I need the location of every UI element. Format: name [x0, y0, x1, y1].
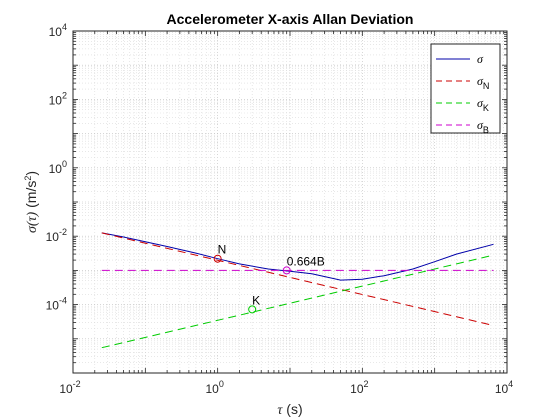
grid	[72, 31, 507, 374]
y-axis-symbol: σ(τ)	[25, 211, 40, 233]
legend-label: σ	[477, 52, 484, 66]
y-tick-label: 10-2	[46, 227, 67, 244]
y-axis-unit-sup: 2	[23, 176, 33, 181]
annotation-marker	[282, 266, 291, 275]
series-line-k	[101, 254, 494, 349]
legend-label: σN	[477, 74, 489, 91]
annotation-label: K	[252, 293, 260, 307]
legend-label: σB	[477, 118, 489, 135]
y-tick-label: 10-4	[46, 296, 67, 313]
x-tick-label: 10-2	[59, 379, 80, 396]
legend-label: σK	[477, 96, 489, 113]
x-tick-labels: 10-2 100 102 104	[59, 379, 513, 396]
y-axis-unit-close: )	[23, 171, 39, 176]
annotation-marker	[248, 305, 257, 314]
annotations: N 0.664B K	[213, 243, 325, 314]
annotation-marker	[213, 254, 222, 263]
x-tick-label: 104	[495, 379, 513, 396]
legend: σ σN σK σB	[430, 43, 501, 135]
x-axis-label: τ (s)	[277, 401, 302, 418]
series-line-n	[101, 232, 494, 326]
ticks	[72, 30, 508, 374]
chart-title: Accelerometer X-axis Allan Deviation	[167, 11, 414, 27]
y-tick-label: 102	[49, 90, 67, 107]
x-axis-symbol: τ	[277, 403, 283, 418]
x-tick-label: 100	[205, 379, 223, 396]
y-tick-label: 100	[49, 159, 67, 176]
y-tick-labels: 10-4 10-2 100 102 104	[46, 22, 67, 313]
annotation-label: 0.664B	[287, 254, 325, 268]
y-axis-label: σ(τ) (m/s2)	[23, 171, 40, 233]
y-axis-unit: (m/s	[23, 181, 39, 212]
legend-box	[430, 43, 501, 134]
x-axis-unit: (s)	[282, 401, 302, 417]
x-tick-label: 102	[350, 379, 368, 396]
annotation-label: N	[218, 243, 227, 257]
y-tick-label: 104	[49, 22, 67, 39]
